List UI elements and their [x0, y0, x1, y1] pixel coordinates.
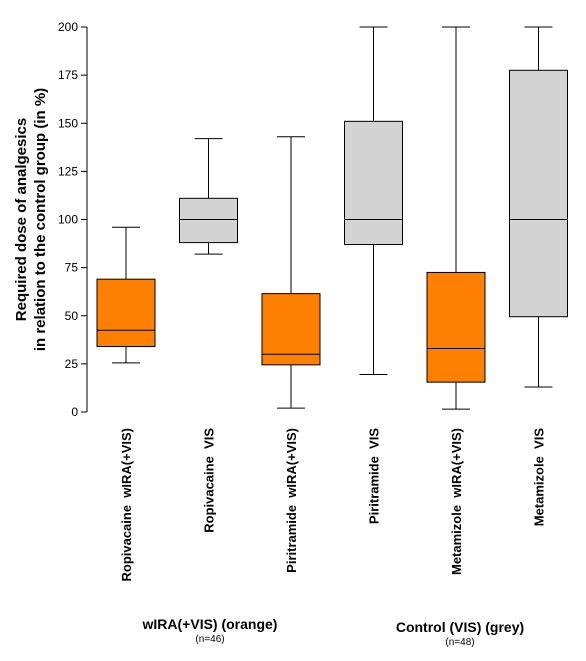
x-tick-label: Ropivacaine wIRA(+VIS) [119, 428, 134, 582]
boxes [96, 26, 568, 410]
y-axis: 0 25 50 75 100 125 150 175 200 [58, 20, 88, 419]
y-tick-label: 125 [58, 164, 78, 178]
box-1 [96, 226, 156, 364]
x-tick-label: Piritramide VIS [367, 428, 382, 524]
y-axis-label: Required dose of analgesics in relation t… [13, 88, 49, 351]
iqr-box [344, 120, 403, 246]
y-tick-label: 0 [71, 405, 78, 419]
group-n-wira: (n=46) [195, 634, 225, 645]
group-label-wira: wIRA(+VIS) (orange) [142, 616, 278, 632]
y-tick-label: 200 [58, 20, 78, 34]
iqr-box [96, 278, 156, 348]
group-n-control: (n=48) [445, 637, 475, 648]
iqr-box [179, 197, 238, 244]
x-tick-label: Ropivacaine VIS [202, 428, 217, 533]
x-tick-label: Metamizole wIRA(+VIS) [449, 428, 464, 575]
box-6 [509, 26, 568, 388]
iqr-box [509, 69, 568, 318]
y-label-line: in relation to the control group (in %) [32, 88, 49, 351]
iqr-box [426, 271, 486, 383]
box-5 [426, 26, 486, 410]
x-tick-label: Metamizole VIS [532, 428, 547, 527]
x-tick-label: Piritramide wIRA(+VIS) [284, 428, 299, 573]
box-2 [179, 138, 238, 255]
y-tick-label: 25 [65, 357, 79, 371]
box-3 [261, 136, 321, 409]
y-tick-label: 75 [65, 261, 79, 275]
y-label-line: Required dose of analgesics [13, 118, 30, 321]
y-tick-label: 150 [58, 116, 78, 130]
y-tick-label: 175 [58, 68, 78, 82]
iqr-box [261, 293, 321, 366]
group-label-control: Control (VIS) (grey) [395, 619, 525, 635]
box-4 [344, 26, 403, 375]
y-tick-label: 100 [58, 213, 78, 227]
x-tick-labels: Ropivacaine wIRA(+VIS) Ropivacaine VIS Pir… [119, 428, 547, 582]
y-tick-label: 50 [65, 309, 79, 323]
